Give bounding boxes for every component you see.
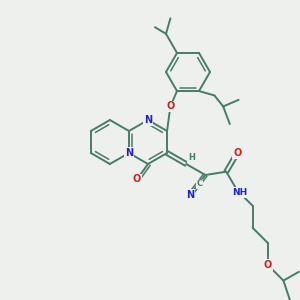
Text: N: N [144, 115, 152, 125]
Text: O: O [264, 260, 272, 270]
Text: C: C [196, 179, 203, 188]
Text: N: N [125, 148, 133, 158]
Text: NH: NH [232, 188, 248, 197]
Text: O: O [233, 148, 242, 158]
Text: N: N [186, 190, 194, 200]
Text: O: O [133, 174, 141, 184]
Text: H: H [188, 154, 195, 163]
Text: O: O [166, 101, 175, 112]
